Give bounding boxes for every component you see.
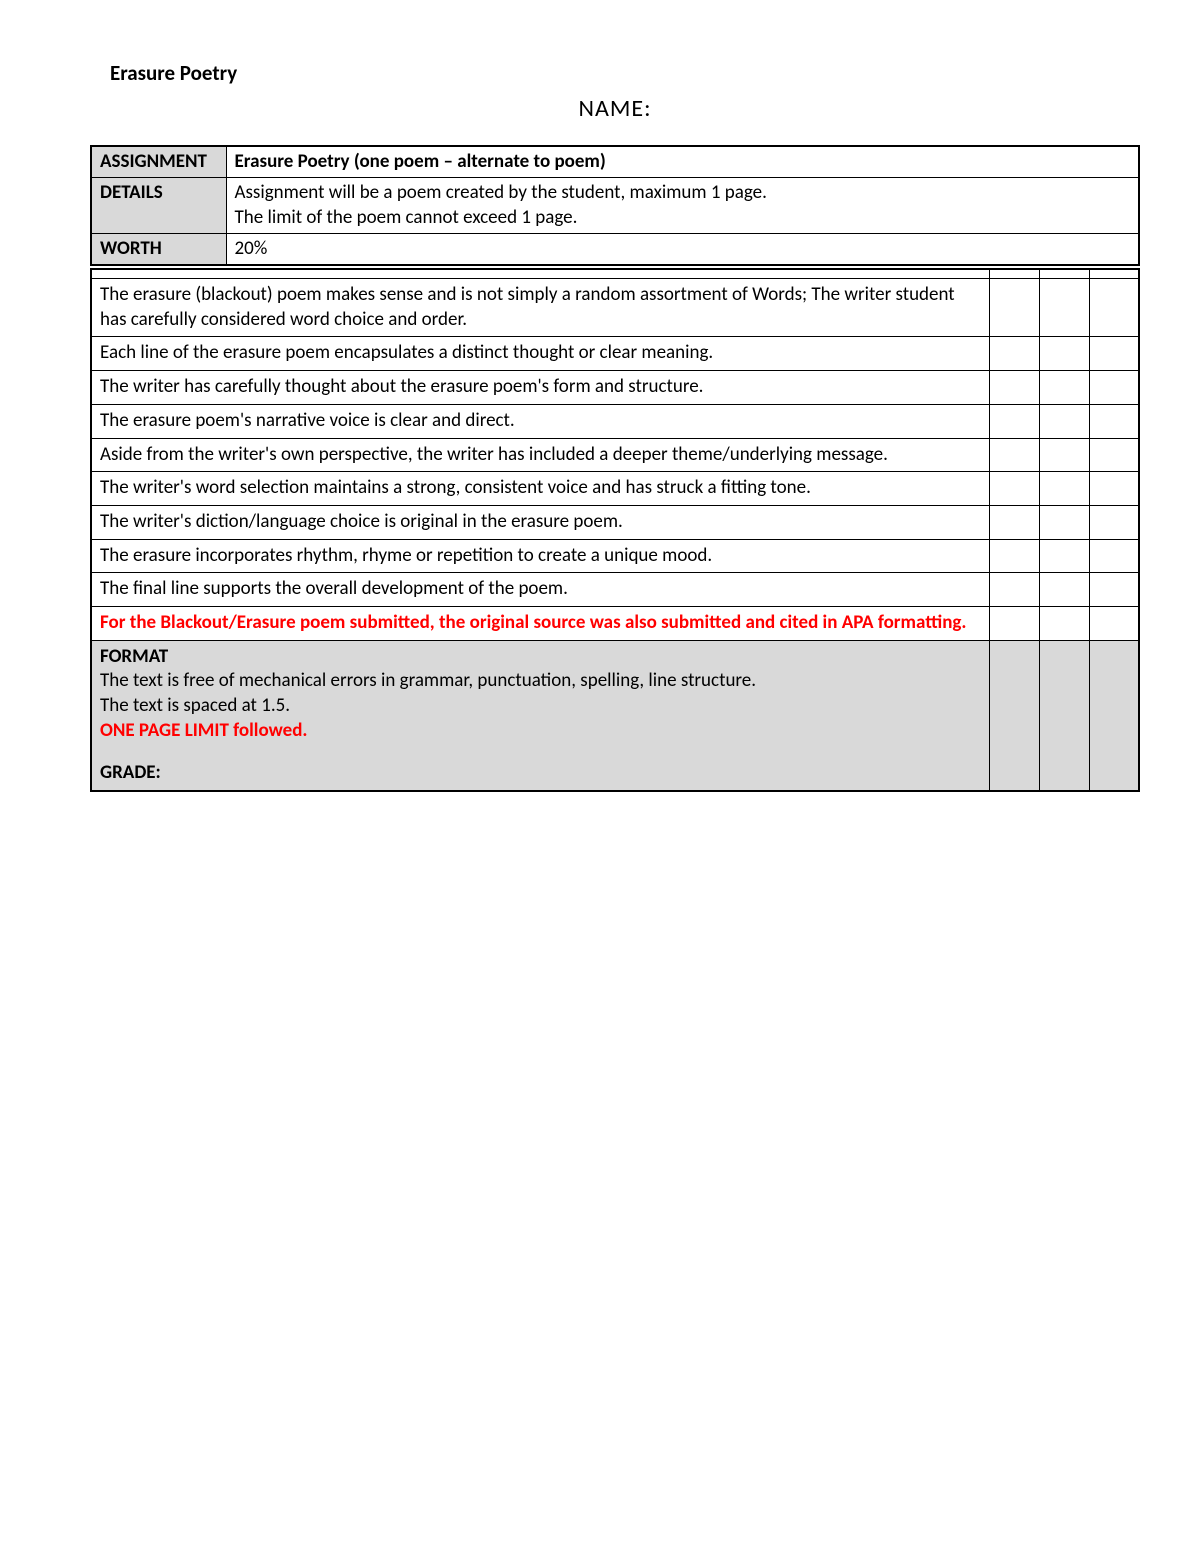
criterion-text: The writer has carefully thought about t… [91, 371, 989, 405]
score-cell[interactable] [989, 438, 1039, 472]
rubric-row: Each line of the erasure poem encapsulat… [91, 337, 1139, 371]
score-cell[interactable] [989, 606, 1039, 640]
score-cell[interactable] [1089, 606, 1139, 640]
score-cell[interactable] [1039, 573, 1089, 607]
rubric-row: The writer's word selection maintains a … [91, 472, 1139, 506]
grade-label: GRADE: [100, 761, 981, 786]
score-cell[interactable] [1089, 371, 1139, 405]
score-cell[interactable] [1039, 539, 1089, 573]
score-cell[interactable] [1089, 573, 1139, 607]
rubric-row: The erasure (blackout) poem makes sense … [91, 279, 1139, 337]
criterion-text: The writer's word selection maintains a … [91, 472, 989, 506]
info-label: WORTH [91, 233, 226, 264]
criterion-text: Aside from the writer's own perspective,… [91, 438, 989, 472]
rubric-row: The writer's diction/language choice is … [91, 505, 1139, 539]
criterion-text: The writer's diction/language choice is … [91, 505, 989, 539]
score-cell[interactable] [1039, 279, 1089, 337]
score-cell[interactable] [1089, 279, 1139, 337]
score-cell[interactable] [1039, 505, 1089, 539]
score-cell[interactable] [1039, 640, 1089, 791]
score-cell[interactable] [1039, 438, 1089, 472]
score-cell[interactable] [989, 337, 1039, 371]
score-cell[interactable] [989, 404, 1039, 438]
info-value: Assignment will be a poem created by the… [226, 177, 1139, 233]
score-cell[interactable] [989, 279, 1039, 337]
rubric-table: The erasure (blackout) poem makes sense … [90, 268, 1140, 793]
score-cell[interactable] [1089, 539, 1139, 573]
criterion-text: For the Blackout/Erasure poem submitted,… [91, 606, 989, 640]
rubric-row: The erasure poem's narrative voice is cl… [91, 404, 1139, 438]
score-cell[interactable] [1089, 640, 1139, 791]
rubric-header-spacer [91, 269, 1139, 279]
format-line-red: ONE PAGE LIMIT followed. [100, 719, 981, 744]
format-line: The text is spaced at 1.5. [100, 694, 981, 719]
rubric-format-row: FORMAT The text is free of mechanical er… [91, 640, 1139, 791]
score-cell[interactable] [1039, 337, 1089, 371]
score-cell[interactable] [1089, 438, 1139, 472]
score-cell[interactable] [1089, 337, 1139, 371]
rubric-row: The erasure incorporates rhythm, rhyme o… [91, 539, 1139, 573]
info-label: DETAILS [91, 177, 226, 233]
rubric-row: The writer has carefully thought about t… [91, 371, 1139, 405]
info-table: ASSIGNMENT Erasure Poetry (one poem – al… [90, 145, 1140, 266]
score-cell[interactable] [1039, 371, 1089, 405]
score-cell[interactable] [989, 472, 1039, 506]
document-title: Erasure Poetry [110, 60, 1140, 86]
rubric-row: Aside from the writer's own perspective,… [91, 438, 1139, 472]
info-row-assignment: ASSIGNMENT Erasure Poetry (one poem – al… [91, 146, 1139, 177]
criterion-text: The erasure poem's narrative voice is cl… [91, 404, 989, 438]
info-row-details: DETAILS Assignment will be a poem create… [91, 177, 1139, 233]
format-line: The text is free of mechanical errors in… [100, 669, 981, 694]
criterion-text: The erasure incorporates rhythm, rhyme o… [91, 539, 989, 573]
info-value: 20% [226, 233, 1139, 264]
score-cell[interactable] [989, 371, 1039, 405]
score-cell[interactable] [989, 505, 1039, 539]
score-cell[interactable] [1039, 472, 1089, 506]
score-cell[interactable] [989, 539, 1039, 573]
score-cell[interactable] [1039, 606, 1089, 640]
criterion-text: The final line supports the overall deve… [91, 573, 989, 607]
score-cell[interactable] [1089, 505, 1139, 539]
score-cell[interactable] [1039, 404, 1089, 438]
info-value: Erasure Poetry (one poem – alternate to … [226, 146, 1139, 177]
score-cell[interactable] [989, 573, 1039, 607]
name-label: NAME: [90, 94, 1140, 123]
criterion-text: Each line of the erasure poem encapsulat… [91, 337, 989, 371]
format-heading: FORMAT [100, 645, 981, 670]
info-row-worth: WORTH 20% [91, 233, 1139, 264]
format-cell: FORMAT The text is free of mechanical er… [91, 640, 989, 791]
rubric-row: The final line supports the overall deve… [91, 573, 1139, 607]
info-label: ASSIGNMENT [91, 146, 226, 177]
rubric-row: For the Blackout/Erasure poem submitted,… [91, 606, 1139, 640]
score-cell[interactable] [1089, 404, 1139, 438]
score-cell[interactable] [1089, 472, 1139, 506]
criterion-text: The erasure (blackout) poem makes sense … [91, 279, 989, 337]
score-cell[interactable] [989, 640, 1039, 791]
